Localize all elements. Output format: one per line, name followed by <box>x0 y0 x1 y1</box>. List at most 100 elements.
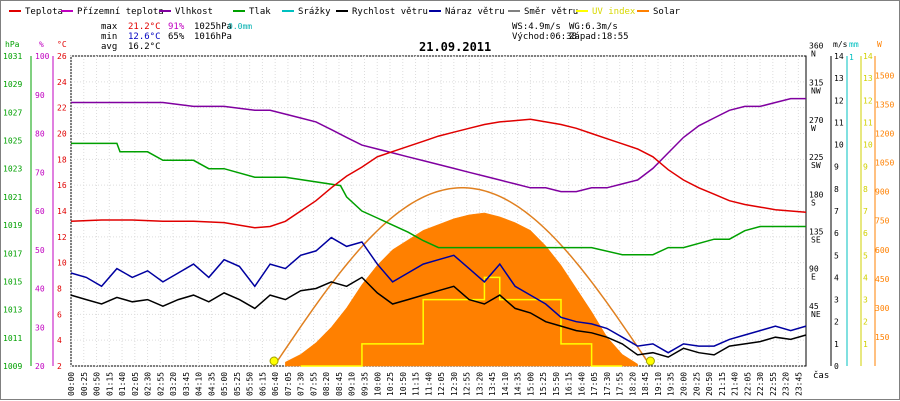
axis-x-tick: 11:15 <box>412 372 421 396</box>
axis-x-tick: 02:30 <box>144 372 153 396</box>
axis-uv-tick: 2 <box>863 318 868 327</box>
axis-winddir-label: E <box>811 273 816 282</box>
axis-uv-tick: 3 <box>863 296 868 305</box>
stat-wg: WG:6.3m/s <box>569 22 618 32</box>
legend-item-0: Teplota <box>25 7 63 17</box>
axis-humidity-unit: % <box>39 40 44 49</box>
axis-x-tick: 02:05 <box>131 372 140 396</box>
axis-x-tick: 12:30 <box>450 372 459 396</box>
stat-max-temp: 21.2°C <box>128 22 161 32</box>
axis-pressure-tick: 1031 <box>3 52 22 61</box>
axis-x-tick: 17:30 <box>603 372 612 396</box>
stat-avg-temp: 16.2°C <box>128 42 161 52</box>
axis-humidity-tick: 20 <box>35 362 45 371</box>
axis-x-tick: 17:55 <box>616 372 625 396</box>
axis-temperature-tick: 8 <box>57 285 62 294</box>
axis-temperature-tick: 12 <box>57 233 67 242</box>
axis-x-tick: 23:20 <box>782 372 791 396</box>
axis-x-tick: 00:50 <box>93 372 102 396</box>
legend-item-1: Přízemní teplota <box>77 7 164 17</box>
axis-x-tick: 12:05 <box>437 372 446 396</box>
axis-x-tick: 15:25 <box>539 372 548 396</box>
axis-x-tick: 00:25 <box>80 372 89 396</box>
axis-wind-tick: 5 <box>834 251 839 260</box>
axis-pressure-tick: 1015 <box>3 277 22 286</box>
axis-x-tick: 14:35 <box>514 372 523 396</box>
axis-wind-tick: 9 <box>834 163 839 172</box>
axis-x-tick: 05:00 <box>220 372 229 396</box>
axis-x-tick: 04:35 <box>207 372 216 396</box>
axis-humidity-tick: 80 <box>35 130 45 139</box>
legend-item-7: Směr větru <box>524 7 578 17</box>
series-wind-gust <box>70 236 807 354</box>
axis-x-tick: 09:10 <box>348 372 357 396</box>
series-wind-speed <box>70 276 807 358</box>
axis-x-tick: 21:15 <box>718 372 727 396</box>
axis-humidity-tick: 40 <box>35 285 45 294</box>
stat-avg-label: avg <box>101 42 117 52</box>
axis-wind-tick: 11 <box>834 118 844 127</box>
axis-temperature-tick: 6 <box>57 310 62 319</box>
axis-wind-unit: m/s <box>833 40 848 49</box>
axis-solar-tick: 150 <box>875 333 890 342</box>
axis-x-tick: 05:50 <box>246 372 255 396</box>
axis-x-tick: 13:45 <box>488 372 497 396</box>
axis-uv-tick: 10 <box>863 141 873 150</box>
axis-x-tick: 20:50 <box>705 372 714 396</box>
axis-x-tick: 20:25 <box>692 372 701 396</box>
axis-wind-tick: 0 <box>834 362 839 371</box>
stat-max-hum: 91% <box>168 22 185 32</box>
axis-uv-tick: 13 <box>863 74 873 83</box>
axis-uv-tick: 7 <box>863 207 868 216</box>
sunrise-marker <box>269 356 279 366</box>
axis-wind-tick: 10 <box>834 141 844 150</box>
axis-pressure-unit: hPa <box>5 40 20 49</box>
axis-solar-tick: 1050 <box>875 159 894 168</box>
axis-x-tick: 12:55 <box>463 372 472 396</box>
axis-solar-tick: 1500 <box>875 71 894 80</box>
stat-min-press: 1016hPa <box>194 32 232 42</box>
axis-uv-tick: 9 <box>863 163 868 172</box>
axis-x-tick: 13:20 <box>475 372 484 396</box>
axis-humidity-tick: 90 <box>35 91 45 100</box>
axis-x-tick: 08:45 <box>335 372 344 396</box>
axis-wind-tick: 12 <box>834 96 844 105</box>
axis-solar-tick: 1200 <box>875 130 894 139</box>
axis-x-tick: 15:00 <box>526 372 535 396</box>
axis-temperature-tick: 10 <box>57 259 67 268</box>
axis-x-tick: 16:15 <box>565 372 574 396</box>
axis-temperature-tick: 14 <box>57 207 67 216</box>
axis-humidity-tick: 50 <box>35 246 45 255</box>
axis-temperature-tick: 26 <box>57 52 67 61</box>
legend-item-6: Náraz větru <box>445 7 505 17</box>
axis-wind-tick: 3 <box>834 296 839 305</box>
stat-min-temp: 12.6°C <box>128 32 161 42</box>
axis-humidity-tick: 70 <box>35 168 45 177</box>
axis-wind-tick: 14 <box>834 52 844 61</box>
axis-x-tick: 00:00 <box>67 372 76 396</box>
axis-humidity-tick: 100 <box>35 52 50 61</box>
axis-winddir-label: N <box>811 49 816 58</box>
axis-temperature-tick: 4 <box>57 336 62 345</box>
legend-item-3: Tlak <box>249 7 271 17</box>
axis-x-tick: 06:15 <box>258 372 267 396</box>
axis-temperature-tick: 20 <box>57 130 67 139</box>
legend-item-4: Srážky <box>298 7 331 17</box>
axis-winddir-tick: 315 <box>809 79 824 88</box>
legend-item-2: Vlhkost <box>175 7 213 17</box>
axis-uv-tick: 14 <box>863 52 873 61</box>
axis-x-tick: 01:15 <box>105 372 114 396</box>
axis-x-tick: 11:40 <box>424 372 433 396</box>
axis-temperature-tick: 18 <box>57 155 67 164</box>
axis-temperature-tick: 2 <box>57 362 62 371</box>
axis-uv-tick: 12 <box>863 96 873 105</box>
axis-solar-tick: 450 <box>875 275 890 284</box>
axis-pressure-tick: 1019 <box>3 221 22 230</box>
axis-winddir-tick: 45 <box>809 302 819 311</box>
axis-winddir-label: NW <box>811 87 821 96</box>
series-pressure <box>71 142 806 256</box>
axis-x-tick: 07:55 <box>309 372 318 396</box>
axis-x-tick: 10:00 <box>373 372 382 396</box>
